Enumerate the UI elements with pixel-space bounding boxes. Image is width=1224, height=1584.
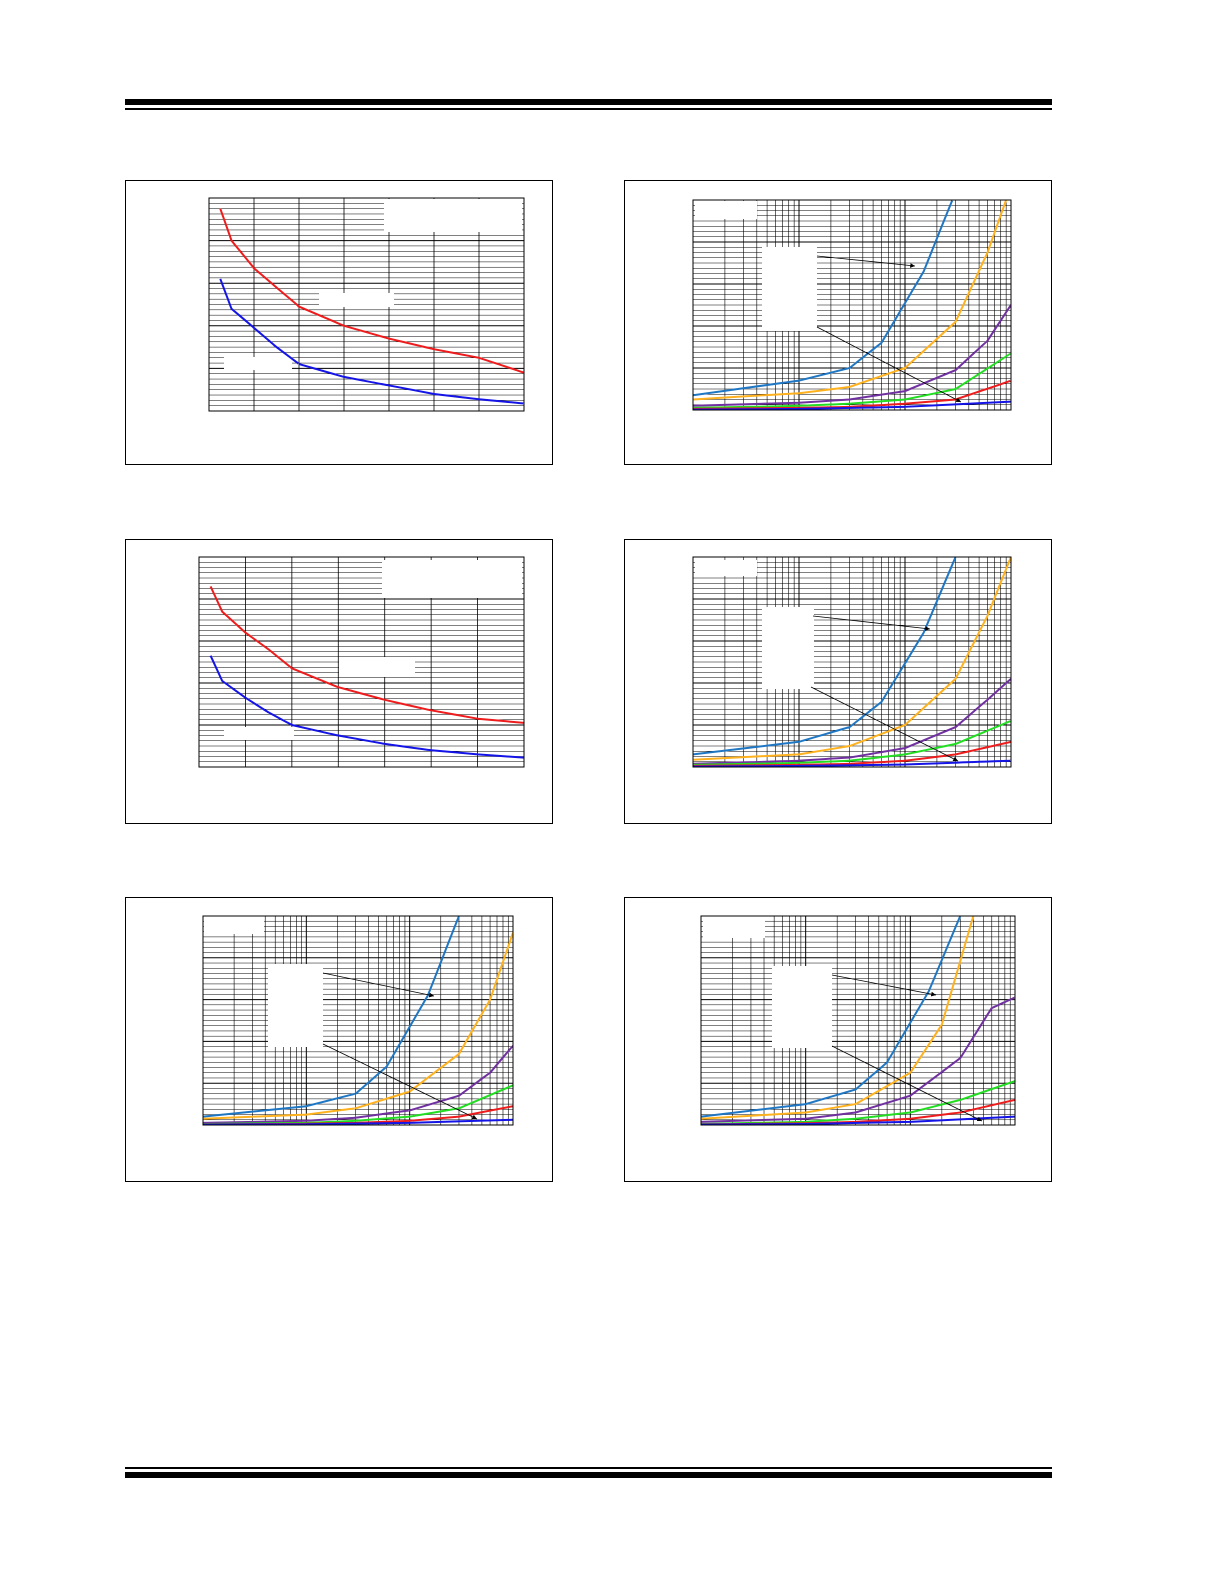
series-line-1 [219, 208, 524, 374]
series-line-4 [693, 719, 1011, 766]
chart-svg-4 [692, 556, 1012, 768]
annotation-arrow [831, 974, 937, 997]
plot-frame [692, 199, 1012, 411]
label-box [703, 916, 765, 938]
chart-svg-1 [208, 197, 525, 412]
series-line-4 [693, 352, 1011, 409]
series-line-2 [701, 916, 975, 1120]
series-line-5 [693, 740, 1011, 767]
label-box [319, 293, 394, 307]
chart-svg-2 [692, 199, 1012, 411]
series-line-3 [203, 1044, 513, 1124]
footer-rule-thick [125, 1472, 1052, 1478]
series-line-3 [693, 303, 1011, 407]
header-rule-thin [125, 108, 1052, 110]
plot-frame [198, 556, 525, 768]
chart-svg-3 [198, 556, 525, 768]
series-line-2 [203, 932, 513, 1120]
chart-svg-5 [202, 915, 514, 1126]
series-group [203, 916, 513, 1125]
label-box [224, 727, 294, 740]
label-box [204, 916, 264, 934]
plot-frame [700, 915, 1016, 1126]
chart-panel-4 [624, 539, 1052, 824]
series-line-6 [701, 1115, 1015, 1125]
series-group [701, 916, 1015, 1125]
series-line-4 [701, 1080, 1015, 1125]
plot-frame [208, 197, 525, 412]
footer-rule-thin [125, 1467, 1052, 1469]
chart-panel-5 [125, 897, 553, 1182]
chart-panel-2 [624, 180, 1052, 465]
series-line-1 [693, 200, 954, 397]
chart-panel-3 [125, 539, 553, 824]
label-box [268, 964, 323, 1047]
plot-frame [202, 915, 514, 1126]
label-box [382, 560, 522, 598]
series-group [209, 585, 524, 759]
annotation-arrow [810, 686, 959, 762]
label-box [339, 657, 415, 677]
grid-lines [209, 198, 524, 411]
series-line-2 [219, 278, 524, 405]
series-line-6 [693, 759, 1011, 767]
grid-lines [203, 916, 513, 1125]
annotation-arrow [831, 1045, 983, 1122]
annotation-arrow [322, 1043, 478, 1120]
chart-svg-6 [700, 915, 1016, 1126]
series-line-2 [693, 557, 1011, 761]
grid-lines [701, 916, 1015, 1125]
header-rule-thick [125, 99, 1052, 105]
annotation-arrow [816, 255, 916, 268]
series-line-3 [701, 996, 1015, 1123]
annotation-arrow [816, 326, 962, 403]
label-box [762, 607, 814, 689]
series-group [219, 208, 524, 405]
label-box [695, 201, 757, 219]
annotation-arrow [322, 972, 435, 998]
label-box [762, 247, 817, 331]
plot-frame [692, 556, 1012, 768]
series-line-2 [209, 655, 524, 759]
chart-panel-1 [125, 180, 553, 465]
series-line-6 [693, 400, 1011, 410]
label-box [695, 560, 757, 576]
series-line-1 [701, 916, 962, 1118]
series-line-6 [203, 1118, 513, 1125]
label-box [384, 199, 522, 232]
series-line-3 [693, 677, 1011, 765]
series-line-2 [693, 200, 1008, 401]
label-box [224, 357, 292, 370]
label-box [772, 966, 832, 1048]
series-line-1 [209, 585, 524, 724]
series-line-1 [203, 916, 460, 1118]
series-group [693, 200, 1011, 410]
chart-panel-6 [624, 897, 1052, 1182]
annotation-arrow [812, 615, 931, 631]
